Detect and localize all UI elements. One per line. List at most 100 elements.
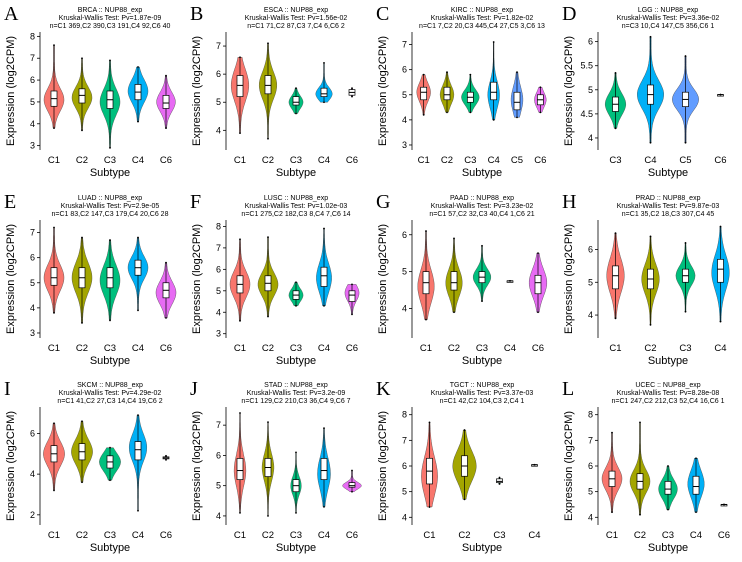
outlier-point — [719, 225, 722, 228]
outlier-point — [516, 71, 518, 74]
outlier-point — [295, 281, 297, 284]
outlier-point — [649, 35, 652, 38]
outlier-point — [614, 232, 617, 235]
y-tick-label: 8 — [588, 410, 593, 420]
x-tick-label: C4 — [318, 343, 330, 354]
y-axis-label: Expression (log2CPM) — [5, 36, 17, 146]
outlier-point — [109, 479, 111, 482]
outlier-point — [428, 506, 431, 508]
y-tick-label: 7 — [30, 53, 35, 63]
x-tick-label: C3 — [609, 155, 621, 166]
panel-sample-counts: n=C1 369,C2 390,C3 191,C4 92,C6 40 — [50, 23, 171, 30]
outlier-point — [469, 111, 472, 114]
outlier-point — [469, 73, 472, 76]
panel-test-pvalue: Kruskal-Wallis Test: Pv=3.2e-09 — [247, 390, 346, 397]
outlier-point — [422, 113, 425, 116]
outlier-point — [351, 490, 353, 493]
outlier-point — [109, 146, 111, 149]
x-tick-label: C6 — [532, 343, 544, 354]
y-tick-label: 4 — [216, 307, 221, 317]
box-c3 — [292, 96, 300, 106]
outlier-point — [295, 511, 297, 514]
y-axis-label: Expression (log2CPM) — [191, 411, 203, 521]
x-tick-label: C3 — [290, 530, 302, 541]
y-axis-label: Expression (log2CPM) — [191, 224, 203, 334]
box-c4 — [134, 441, 142, 461]
box-c2 — [443, 86, 451, 101]
panel-title: LUAD :: NUP88_exp — [78, 195, 142, 202]
outlier-point — [81, 236, 83, 239]
x-tick-label: C4 — [528, 530, 540, 541]
outlier-point — [239, 412, 241, 414]
outlier-point — [165, 317, 167, 319]
x-tick-label: C2 — [441, 155, 453, 166]
x-tick-label: C4 — [132, 343, 144, 354]
outlier-point — [109, 239, 111, 241]
outlier-point — [695, 511, 697, 514]
outlier-point — [649, 141, 652, 144]
outlier-point — [684, 141, 687, 144]
outlier-point — [481, 244, 483, 247]
y-tick-label: 4 — [402, 115, 407, 125]
outlier-point — [137, 509, 139, 512]
x-tick-label: C6 — [346, 343, 358, 354]
panel-sample-counts: n=C1 35,C2 18,C3 307,C4 45 — [622, 211, 715, 218]
x-tick-label: C5 — [679, 155, 691, 166]
x-tick-label: C6 — [534, 155, 546, 166]
box-c3 — [664, 481, 672, 495]
panel-sample-counts: n=C1 83,C2 147,C3 179,C4 20,C6 28 — [52, 211, 169, 218]
x-axis-label: Subtype — [648, 355, 688, 367]
panel-title: STAD :: NUP88_exp — [264, 382, 328, 389]
panel-title: LGG :: NUP88_exp — [638, 7, 698, 14]
y-axis-label: Expression (log2CPM) — [377, 224, 389, 334]
x-tick-label: C1 — [420, 343, 432, 354]
y-tick-label: 5 — [30, 97, 35, 107]
y-tick-label: 6 — [216, 450, 221, 460]
x-tick-label: C4 — [132, 155, 144, 166]
y-tick-label: 4.5 — [580, 109, 593, 119]
outlier-point — [614, 317, 617, 320]
outlier-point — [481, 300, 483, 303]
outlier-point — [649, 323, 652, 326]
box-c1 — [50, 267, 58, 286]
box-c6 — [348, 290, 356, 302]
box-c3 — [496, 478, 503, 484]
x-tick-label: C4 — [488, 155, 500, 166]
x-axis-label: Subtype — [462, 542, 502, 554]
x-tick-label: C2 — [458, 530, 470, 541]
y-tick-label: 5 — [402, 90, 407, 100]
y-axis-label: Expression (log2CPM) — [563, 411, 575, 521]
outlier-point — [639, 421, 641, 424]
panel-title: UCEC :: NUP88_exp — [635, 382, 700, 389]
y-tick-label: 3 — [402, 140, 407, 150]
x-axis-label: Subtype — [462, 167, 502, 179]
y-tick-label: 5 — [216, 481, 221, 491]
panel-title: PAAD :: NUP88_exp — [450, 195, 514, 202]
panel-letter: F — [190, 191, 201, 213]
x-tick-label: C1 — [234, 530, 246, 541]
x-tick-label: C4 — [644, 155, 656, 166]
panel-title: PRAD :: NUP88_exp — [636, 195, 701, 202]
x-tick-label: C4 — [132, 530, 144, 541]
panel-title: BRCA :: NUP88_exp — [78, 7, 143, 14]
y-tick-label: 6 — [216, 264, 221, 274]
panel-test-pvalue: Kruskal-Wallis Test: Pv=1.02e-03 — [245, 203, 348, 210]
y-axis-label: Expression (log2CPM) — [377, 36, 389, 146]
outlier-point — [428, 421, 431, 424]
panel-letter: D — [562, 3, 576, 25]
x-tick-label: C3 — [464, 155, 476, 166]
x-tick-label: C3 — [290, 343, 302, 354]
y-tick-label: 6 — [30, 75, 35, 85]
outlier-point — [463, 429, 466, 431]
y-tick-label: 7 — [216, 41, 221, 51]
panel-letter: I — [4, 378, 11, 400]
y-tick-label: 5 — [216, 97, 221, 107]
y-tick-label: 4 — [588, 310, 593, 320]
x-tick-label: C6 — [160, 343, 172, 354]
panel-title: TGCT :: NUP88_exp — [450, 382, 515, 389]
panel-test-pvalue: Kruskal-Wallis Test: Pv=1.56e-02 — [245, 15, 348, 22]
x-tick-label: C1 — [418, 155, 430, 166]
outlier-point — [723, 503, 725, 506]
